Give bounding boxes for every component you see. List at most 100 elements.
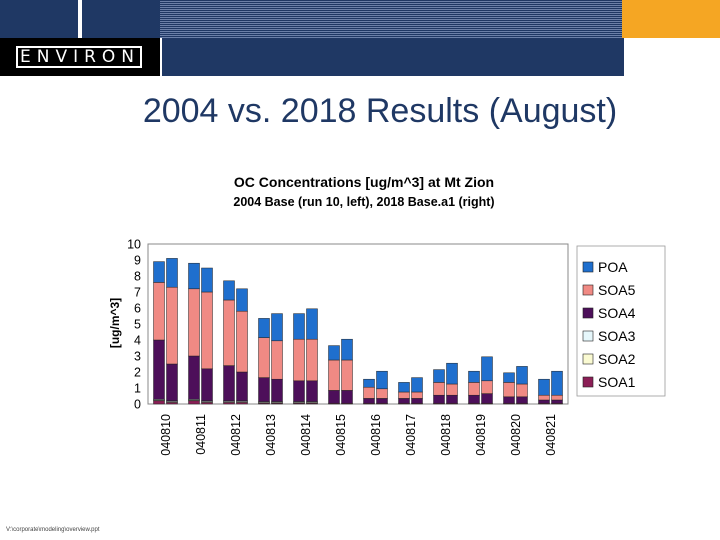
bar-2004-040818-soa4 xyxy=(433,394,445,404)
bar-2018-040814-soa4 xyxy=(306,380,318,402)
header-separator xyxy=(78,0,82,38)
bar-2004-040819-soa4 xyxy=(468,394,480,404)
y-tick-label: 8 xyxy=(134,270,141,284)
legend-label-poa: POA xyxy=(598,259,628,275)
bar-2018-040814-poa xyxy=(306,308,318,340)
bar-2004-040820-soa4 xyxy=(503,396,515,404)
y-tick-label: 0 xyxy=(134,398,141,412)
bar-2018-040813-poa xyxy=(271,313,283,342)
bar-2018-040817-poa xyxy=(411,377,423,393)
bar-2018-040815-poa xyxy=(341,338,353,361)
bar-2018-040818-poa xyxy=(446,362,458,385)
y-tick-label: 1 xyxy=(134,382,141,396)
bar-2004-040814-poa xyxy=(293,313,305,340)
chart-subtitle: 2004 Base (run 10, left), 2018 Base.a1 (… xyxy=(233,195,494,209)
bar-2004-040812-poa xyxy=(223,280,235,301)
bar-2018-040812-soa5 xyxy=(236,310,248,373)
bar-2018-040815-soa5 xyxy=(341,359,353,391)
bar-2004-040820-soa5 xyxy=(503,382,515,398)
bar-2018-040820-soa5 xyxy=(516,383,528,398)
bar-2004-040813-soa4 xyxy=(258,377,270,402)
bar-2004-040810-soa1 xyxy=(153,400,165,405)
bar-2004-040810-soa4 xyxy=(153,339,165,400)
environ-logo: ENVIRON xyxy=(19,47,140,67)
bar-2004-040819-soa5 xyxy=(468,382,480,396)
bar-2018-040820-soa4 xyxy=(516,396,528,404)
y-tick-label: 6 xyxy=(134,302,141,316)
bar-2018-040819-soa4 xyxy=(481,393,493,404)
x-tick-label: 040815 xyxy=(334,414,348,456)
bar-2018-040810-soa4 xyxy=(166,363,178,402)
y-tick-label: 5 xyxy=(134,318,141,332)
bar-2004-040811-soa4 xyxy=(188,355,200,400)
bar-2018-040811-soa5 xyxy=(201,291,213,370)
bar-2004-040812-soa4 xyxy=(223,365,235,402)
bar-2004-040812-soa5 xyxy=(223,299,235,366)
bar-2004-040814-soa4 xyxy=(293,380,305,402)
bar-2004-040815-soa5 xyxy=(328,359,340,391)
logo-background xyxy=(0,38,160,76)
bar-2004-040818-soa5 xyxy=(433,382,445,396)
legend-swatch-soa3 xyxy=(582,330,594,342)
legend-swatch-soa5 xyxy=(582,284,594,296)
bar-2004-040821-poa xyxy=(538,378,550,396)
y-tick-label: 7 xyxy=(134,286,141,300)
bar-2018-040815-soa4 xyxy=(341,390,353,404)
logo-frame xyxy=(16,46,142,68)
bar-2018-040820-poa xyxy=(516,366,528,385)
footer-path: V:\corporate\modeling\overview.ppt xyxy=(6,527,100,533)
x-ticks-group: 040810 040811 040812 040813 040814 040815 0408… xyxy=(159,414,558,456)
bar-2004-040820-poa xyxy=(503,372,515,383)
bar-2018-040811-soa4 xyxy=(201,368,213,402)
header-stripes xyxy=(160,0,622,38)
slide-header: ENVIRON xyxy=(0,0,720,76)
bar-2004-040818-poa xyxy=(433,369,445,383)
plot-area xyxy=(147,243,569,405)
legend-label-soa1: SOA1 xyxy=(598,374,636,390)
bars-group xyxy=(153,258,563,405)
y-tick-label: 2 xyxy=(134,366,141,380)
bar-2004-040816-poa xyxy=(363,378,375,388)
x-tick-label: 040814 xyxy=(299,414,313,456)
bar-2018-040816-soa5 xyxy=(376,388,388,399)
bar-2004-040816-soa5 xyxy=(363,386,375,399)
bar-2004-040813-soa5 xyxy=(258,337,270,378)
bar-2018-040814-soa5 xyxy=(306,338,318,382)
header-orange-block xyxy=(622,0,720,38)
bar-2018-040819-poa xyxy=(481,356,493,382)
bar-2004-040811-poa xyxy=(188,262,200,290)
legend-group: POA SOA5 SOA4 SOA3 SOA2 SOA1 xyxy=(582,259,636,390)
bar-2018-040810-poa xyxy=(166,258,178,288)
legend-swatch-soa4 xyxy=(582,307,594,319)
bar-2018-040819-soa5 xyxy=(481,380,493,394)
x-tick-label: 040813 xyxy=(264,414,278,456)
bar-2018-040810-soa5 xyxy=(166,286,178,365)
bar-2004-040821-soa4 xyxy=(538,399,550,404)
bar-2004-040821-soa5 xyxy=(538,394,550,401)
legend-label-soa5: SOA5 xyxy=(598,282,636,298)
bar-2018-040821-soa4 xyxy=(551,399,563,404)
bar-2004-040814-soa5 xyxy=(293,338,305,382)
y-axis-label: [ug/m^3] xyxy=(108,298,122,348)
x-tick-label: 040811 xyxy=(194,414,208,455)
bar-2004-040810-poa xyxy=(153,261,165,283)
legend-label-soa3: SOA3 xyxy=(598,328,636,344)
x-tick-label: 040817 xyxy=(404,414,418,456)
header-band-lower xyxy=(162,38,624,76)
x-tick-label: 040819 xyxy=(474,414,488,456)
slide-title: 2004 vs. 2018 Results (August) xyxy=(142,92,618,130)
bar-2018-040817-soa4 xyxy=(411,398,423,404)
bar-2018-040818-soa4 xyxy=(446,394,458,404)
bar-2018-040821-poa xyxy=(551,370,563,396)
bar-2018-040816-poa xyxy=(376,370,388,390)
bar-2004-040817-poa xyxy=(398,382,410,393)
x-tick-label: 040818 xyxy=(439,414,453,456)
y-tick-label: 9 xyxy=(134,254,141,268)
x-tick-label: 040816 xyxy=(369,414,383,456)
bar-2018-040818-soa5 xyxy=(446,383,458,396)
bar-2004-040811-soa1 xyxy=(188,400,200,405)
bar-2018-040817-soa5 xyxy=(411,391,423,399)
legend-label-soa4: SOA4 xyxy=(598,305,636,321)
bar-2004-040815-poa xyxy=(328,345,340,361)
